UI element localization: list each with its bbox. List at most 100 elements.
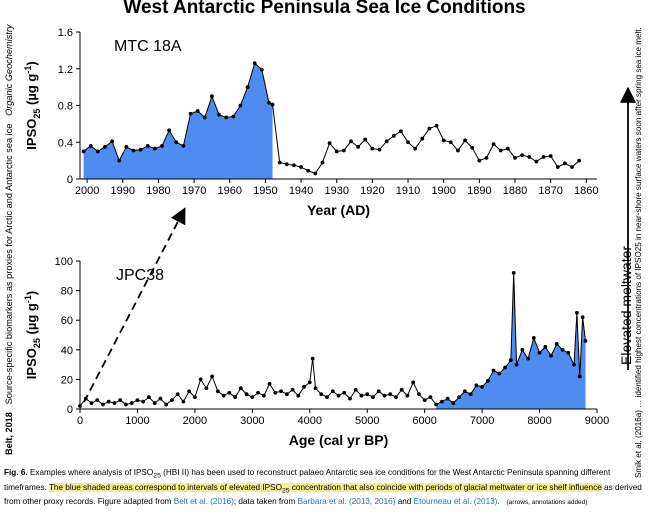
data-point xyxy=(491,368,496,373)
data-point xyxy=(511,270,516,275)
x-tick-label: 1910 xyxy=(396,185,420,197)
x-tick-label: 5000 xyxy=(355,415,379,427)
data-point xyxy=(468,392,473,397)
caption-sub: 25 xyxy=(153,472,161,480)
data-point xyxy=(359,393,364,398)
data-point xyxy=(245,85,250,90)
data-point xyxy=(124,144,129,149)
data-point xyxy=(434,123,439,128)
x-tick-label: 6000 xyxy=(412,415,436,427)
reference-link[interactable]: Barbara et al. (2013, 2016) xyxy=(297,497,396,507)
data-point xyxy=(192,395,197,400)
data-point xyxy=(147,395,151,400)
data-point xyxy=(457,395,462,400)
y-tick-label: 0 xyxy=(67,404,73,416)
data-point xyxy=(181,399,186,404)
data-point xyxy=(302,384,306,389)
reference-link[interactable]: Belt et al. (2016) xyxy=(173,497,234,507)
data-point xyxy=(188,111,193,116)
data-point xyxy=(167,128,172,133)
data-point xyxy=(391,133,396,138)
data-point xyxy=(112,401,117,405)
x-tick-label: 1950 xyxy=(253,185,277,197)
data-point xyxy=(514,362,519,367)
author-year: Belt, 2018 xyxy=(4,412,14,455)
data-point xyxy=(563,161,567,166)
y-tick-label: 0.4 xyxy=(58,137,73,149)
data-point xyxy=(313,171,318,176)
data-point xyxy=(541,155,546,159)
data-point xyxy=(384,139,389,144)
data-point xyxy=(135,398,140,403)
y-tick-label: 1.2 xyxy=(58,64,73,76)
data-point xyxy=(484,155,489,160)
left-margin-text: Belt, 2018 Source-specific biomarkers as… xyxy=(4,25,14,456)
y-axis-label: IPSO25 (µg g-1) xyxy=(23,291,42,379)
data-point xyxy=(101,402,105,407)
dashed-arrow xyxy=(83,207,186,403)
data-point xyxy=(548,154,553,158)
data-point xyxy=(370,146,375,151)
data-point xyxy=(363,137,368,142)
data-point xyxy=(480,384,485,389)
data-point xyxy=(555,165,560,169)
core-label: JPC38 xyxy=(116,267,164,284)
y-label-main: IPSO xyxy=(24,348,39,379)
data-point xyxy=(129,401,134,405)
data-point xyxy=(306,168,311,173)
x-tick-label: 2000 xyxy=(183,415,207,427)
data-point xyxy=(227,390,232,395)
data-point xyxy=(198,377,203,382)
y-axis-label: IPSO25 (µg g-1) xyxy=(23,61,42,149)
data-point xyxy=(252,61,257,66)
x-tick-label: 9000 xyxy=(585,415,609,427)
shaded-area xyxy=(436,272,586,409)
x-tick-label: 4000 xyxy=(298,415,322,427)
data-point xyxy=(210,94,214,99)
reference-link[interactable]: Etourneau et al. (2013) xyxy=(413,497,498,507)
y-label-sub: 25 xyxy=(32,338,42,348)
data-point xyxy=(498,148,503,153)
caption-text: Examples where analysis of IPSO xyxy=(29,468,154,477)
data-point xyxy=(440,399,444,404)
data-point xyxy=(327,141,332,146)
data-point xyxy=(382,393,387,398)
y-tick-label: 100 xyxy=(55,256,73,268)
meltwater-label: Elevated meltwater xyxy=(618,245,634,365)
y-label-close: ) xyxy=(24,291,39,295)
data-point xyxy=(233,395,238,400)
data-point xyxy=(319,392,324,397)
y-tick-label: 20 xyxy=(61,374,73,386)
data-point xyxy=(474,383,479,388)
data-point xyxy=(259,67,264,72)
data-point xyxy=(526,356,530,361)
x-tick-label: 7000 xyxy=(470,415,494,427)
y-label-unit: (µg g xyxy=(24,303,39,338)
caption-text: ; data taken from xyxy=(233,497,296,507)
data-point xyxy=(505,146,510,151)
data-point xyxy=(238,386,243,391)
data-point xyxy=(377,147,382,152)
data-point xyxy=(175,392,180,397)
data-point xyxy=(277,160,282,165)
data-point xyxy=(187,389,192,394)
data-point xyxy=(448,140,453,145)
x-tick-label: 1990 xyxy=(111,185,135,197)
data-point xyxy=(138,147,143,152)
data-point xyxy=(577,158,582,163)
data-point xyxy=(456,148,460,153)
x-tick-label: 1860 xyxy=(574,185,598,197)
data-point xyxy=(411,380,416,385)
data-point xyxy=(273,390,278,395)
x-tick-label: 1930 xyxy=(324,185,348,197)
x-axis-label: Year (AD) xyxy=(307,202,370,218)
data-point xyxy=(292,163,296,168)
data-point xyxy=(388,392,393,397)
data-point xyxy=(95,398,100,403)
data-point xyxy=(106,399,111,404)
data-point xyxy=(261,393,266,398)
y-tick-label: 1.6 xyxy=(58,27,73,39)
data-point xyxy=(349,139,353,144)
data-point xyxy=(520,153,525,158)
